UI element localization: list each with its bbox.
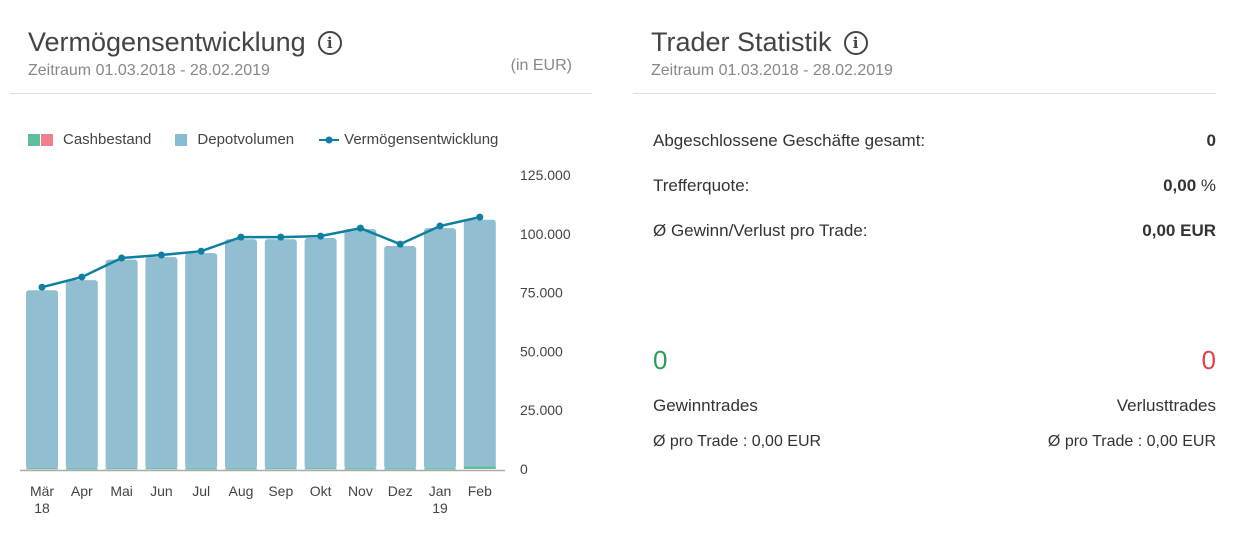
- y-tick-label: 50.000: [520, 343, 563, 359]
- stat-value: 0,00 EUR: [1142, 221, 1216, 240]
- cash-bar: [264, 468, 297, 470]
- depot-bar: [304, 238, 337, 469]
- legend-depot[interactable]: Depotvolumen: [175, 131, 294, 148]
- trade-averages: Ø pro Trade : 0,00 EUR Ø pro Trade : 0,00…: [653, 433, 1216, 451]
- wealth-point: [38, 283, 46, 291]
- depot-bar: [225, 239, 257, 469]
- x-tick-label: Sep: [268, 483, 293, 499]
- depot-bar: [424, 228, 456, 469]
- x-tick-label: Jun: [150, 483, 173, 499]
- stat-unit: %: [1196, 176, 1216, 195]
- win-avg: Ø pro Trade : 0,00 EUR: [653, 433, 822, 450]
- stat-value: 0: [1206, 131, 1216, 150]
- stat-value: 0,00: [1163, 176, 1197, 195]
- x-tick-label: Jul: [192, 483, 210, 499]
- wealth-point: [118, 254, 126, 262]
- x-tick-year: 18: [34, 500, 50, 516]
- divider: [633, 93, 1216, 94]
- cash-bar: [424, 468, 456, 470]
- x-tick-year: 19: [432, 500, 448, 516]
- wealth-point: [476, 213, 484, 221]
- cash-bar: [225, 468, 257, 470]
- stat-row: Ø Gewinn/Verlust pro Trade: 0,00 EUR: [653, 221, 1216, 241]
- depot-bar: [185, 253, 218, 469]
- wealth-point: [237, 233, 245, 241]
- x-tick-label: Nov: [348, 483, 373, 499]
- x-tick-label: Mär: [30, 483, 54, 499]
- depot-bar: [26, 290, 58, 469]
- trade-labels: Gewinntrades Verlusttrades: [653, 396, 1216, 416]
- stat-label: Abgeschlossene Geschäfte gesamt:: [653, 131, 926, 150]
- y-tick-label: 100.000: [520, 226, 571, 242]
- stat-label: Trefferquote:: [653, 176, 750, 195]
- wealth-point: [396, 240, 404, 248]
- cash-bar: [26, 468, 58, 470]
- wealth-line: [41, 215, 481, 289]
- x-tick-label: Mai: [110, 483, 133, 499]
- wealth-point: [277, 233, 285, 241]
- wealth-point: [157, 251, 165, 259]
- y-tick-label: 75.000: [520, 285, 563, 301]
- depot-swatch: [175, 133, 188, 146]
- period: Zeitraum 01.03.2018 - 28.02.2019: [28, 62, 270, 79]
- wealth-point: [356, 224, 364, 232]
- chart-legend: Cashbestand Depotvolumen Vermögensentwic…: [28, 131, 498, 148]
- cash-bar: [463, 466, 496, 469]
- legend-label: Depotvolumen: [197, 131, 295, 148]
- wealth-point: [78, 273, 86, 281]
- stat-row: Abgeschlossene Geschäfte gesamt: 0: [653, 131, 1216, 151]
- cash-bar: [105, 468, 138, 470]
- x-tick-label: Okt: [310, 483, 332, 499]
- depot-bar: [384, 246, 417, 469]
- y-tick-label: 0: [520, 461, 528, 477]
- wealth-point: [317, 232, 325, 240]
- legend-line[interactable]: Vermögensentwicklung: [318, 131, 498, 148]
- loss-avg: Ø pro Trade : 0,00 EUR: [1047, 433, 1216, 450]
- line-marker-icon: [319, 136, 340, 143]
- cash-pos-swatch: [28, 133, 40, 146]
- stat-row: Trefferquote: 0,00 %: [653, 176, 1216, 196]
- x-tick-label: Aug: [229, 483, 254, 499]
- depot-bar: [463, 219, 496, 469]
- depot-bar: [65, 280, 98, 469]
- cash-bar: [185, 468, 218, 470]
- period: Zeitraum 01.03.2018 - 28.02.2019: [651, 62, 893, 79]
- info-icon[interactable]: i: [843, 31, 868, 55]
- depot-bar: [264, 239, 297, 469]
- cash-bar: [304, 468, 337, 470]
- stat-label: Ø Gewinn/Verlust pro Trade:: [653, 221, 868, 240]
- loss-count: 0: [1201, 345, 1216, 375]
- panel-title: Trader Statistik i: [651, 27, 868, 58]
- y-tick-label: 25.000: [520, 402, 563, 418]
- win-label: Gewinntrades: [653, 396, 758, 415]
- divider: [10, 93, 592, 94]
- legend-label: Cashbestand: [63, 131, 152, 148]
- win-count: 0: [653, 345, 668, 375]
- cash-bar: [65, 468, 98, 470]
- cash-bar: [384, 468, 417, 470]
- depot-bar: [344, 229, 377, 469]
- cash-bar: [145, 468, 178, 470]
- x-tick-label: Feb: [468, 483, 492, 499]
- x-tick-label: Jan: [429, 483, 452, 499]
- unit-label: (in EUR): [510, 57, 572, 74]
- panel-title: Vermögensentwicklung i: [28, 27, 342, 58]
- wealth-point: [436, 222, 444, 230]
- legend-label: Vermögensentwicklung: [344, 131, 499, 148]
- legend-cash[interactable]: Cashbestand: [28, 131, 151, 148]
- loss-label: Verlusttrades: [1116, 396, 1216, 415]
- x-tick-label: Dez: [388, 483, 413, 499]
- x-tick-label: Apr: [71, 483, 93, 499]
- wealth-point: [197, 247, 205, 255]
- depot-bar: [105, 259, 138, 469]
- cash-neg-swatch: [41, 133, 53, 146]
- depot-bar: [145, 257, 178, 469]
- cash-bar: [344, 468, 377, 470]
- info-icon[interactable]: i: [317, 31, 342, 55]
- y-tick-label: 125.000: [520, 167, 571, 183]
